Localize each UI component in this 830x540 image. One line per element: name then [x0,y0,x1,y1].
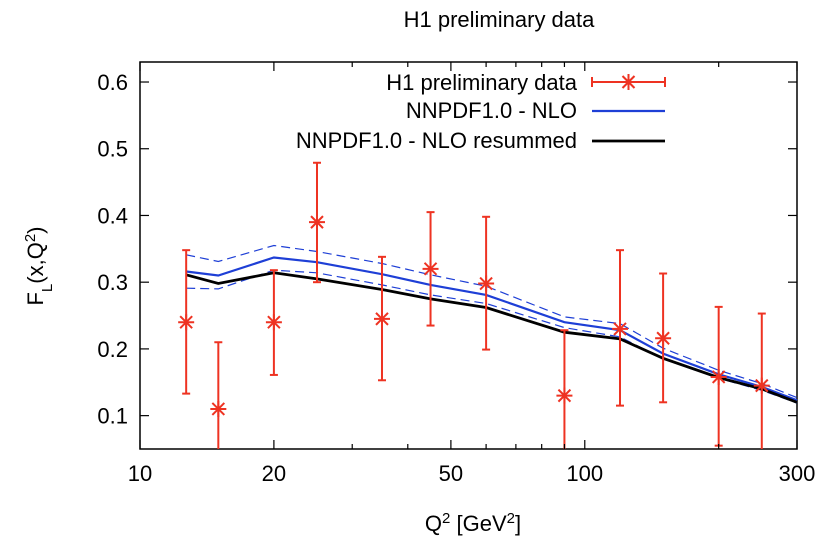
data-point [265,269,282,376]
y-axis-label: FL(x,Q2) [22,226,56,305]
x-axis-ticks: 10 20 50 100 300 [128,62,816,486]
data-points [178,161,770,449]
nlo-band-upper [186,244,798,399]
legend-label-nlo: NNPDF1.0 - NLO [406,98,577,123]
data-point [478,215,495,351]
x-tick-label: 50 [439,461,463,486]
x-tick-label: 10 [128,461,152,486]
legend: H1 preliminary data NNPDF1.0 - NLO NNPDF… [296,70,666,153]
x-tick-label: 100 [566,461,603,486]
data-point [556,329,573,449]
plot-border [139,61,798,450]
plot-frame [139,61,798,450]
x-axis-label: Q2 [GeV2] [425,510,521,537]
point-marker [422,260,439,277]
data-point [373,255,390,382]
y-tick-label: 0.5 [97,137,128,162]
point-marker [753,377,770,394]
point-marker [210,400,227,417]
legend-label-nlo-resummed: NNPDF1.0 - NLO resummed [296,128,577,153]
point-marker [265,314,282,331]
data-point [178,249,195,395]
point-marker [655,330,672,347]
legend-label-h1-data: H1 preliminary data [386,70,578,95]
y-tick-label: 0.4 [97,203,128,228]
legend-swatch-h1-marker [620,74,637,90]
legend-swatches [591,74,666,143]
x-tick-label: 20 [262,461,286,486]
data-point [655,272,672,404]
chart-title: H1 preliminary data [404,7,596,32]
data-point [753,312,770,449]
uncertainty-band [186,244,798,404]
point-marker [710,368,727,385]
x-tick-label: 300 [779,461,816,486]
data-point [710,305,727,447]
data-point [210,341,227,449]
data-point [422,211,439,327]
point-marker [178,314,195,331]
point-marker [612,320,629,337]
point-marker [478,275,495,292]
nlo-resummed-line [185,271,798,404]
y-tick-label: 0.2 [97,337,128,362]
point-marker [373,310,390,327]
y-tick-label: 0.1 [97,404,128,429]
data-point [612,249,629,407]
data-point [308,161,325,284]
nlo-band-lower [186,269,798,404]
y-tick-label: 0.6 [97,70,128,95]
point-marker [308,214,325,231]
y-tick-label: 0.3 [97,270,128,295]
y-axis-ticks: 0.1 0.2 0.3 0.4 0.5 0.6 [97,70,797,429]
point-marker [556,387,573,404]
